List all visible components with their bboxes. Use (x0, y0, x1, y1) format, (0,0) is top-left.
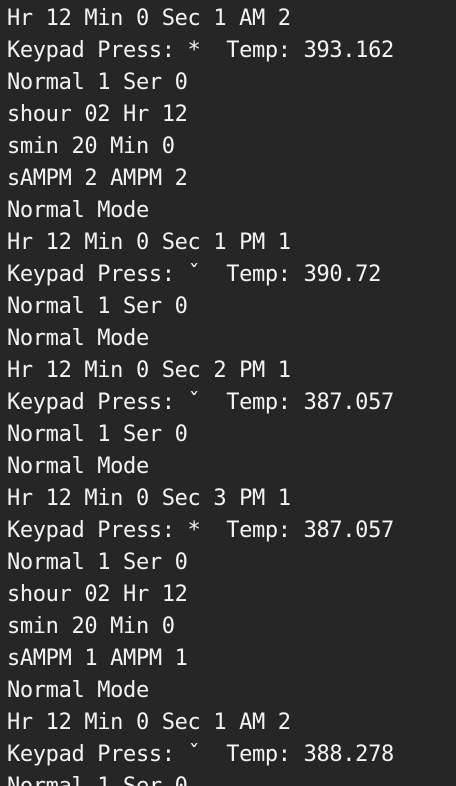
terminal-line: Hr 12 Min 0 Sec 1 AM 2 (7, 6, 291, 31)
terminal-line: Normal 1 Ser 0 (7, 422, 188, 447)
terminal-line: smin 20 Min 0 (7, 134, 175, 159)
terminal-line: Normal 1 Ser 0 (7, 774, 456, 786)
terminal-line: Normal Mode (7, 326, 149, 351)
terminal-line: Hr 12 Min 0 Sec 1 PM 1 (7, 230, 291, 255)
terminal-line: Keypad Press: ˇ Temp: 390.72 (7, 262, 381, 287)
terminal-line: Normal Mode (7, 198, 149, 223)
terminal-line: Normal 1 Ser 0 (7, 70, 188, 95)
terminal-line: smin 20 Min 0 (7, 614, 175, 639)
terminal-line: Keypad Press: * Temp: 393.162 (7, 38, 394, 63)
terminal-line: shour 02 Hr 12 (7, 582, 188, 607)
terminal-line: Keypad Press: ˇ Temp: 387.057 (7, 390, 394, 415)
terminal-line: Normal Mode (7, 454, 149, 479)
terminal-line: Hr 12 Min 0 Sec 2 PM 1 (7, 358, 291, 383)
terminal-line: Keypad Press: * Temp: 387.057 (7, 518, 394, 543)
terminal-line: Normal 1 Ser 0 (7, 550, 188, 575)
terminal-line: Hr 12 Min 0 Sec 1 AM 2 (7, 710, 291, 735)
terminal-line: Hr 12 Min 0 Sec 3 PM 1 (7, 486, 291, 511)
terminal-line: Keypad Press: ˇ Temp: 388.278 (7, 742, 394, 767)
terminal-line: sAMPM 2 AMPM 2 (7, 166, 188, 191)
terminal-line: sAMPM 1 AMPM 1 (7, 646, 188, 671)
terminal-line: Normal 1 Ser 0 (7, 294, 188, 319)
terminal-line: shour 02 Hr 12 (7, 102, 188, 127)
terminal-line: Normal Mode (7, 678, 149, 703)
